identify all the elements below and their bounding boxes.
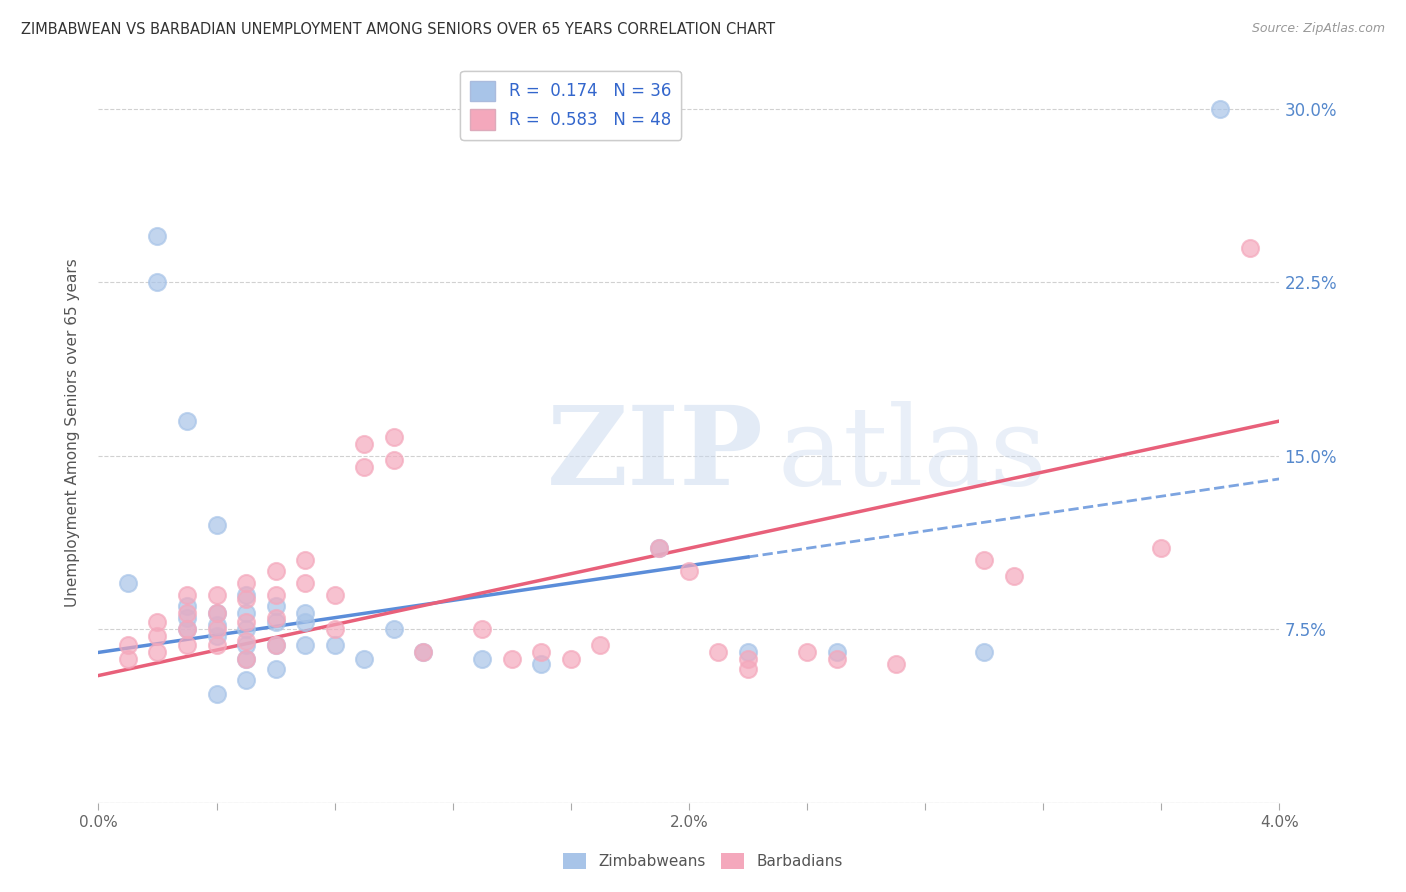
Point [707, 645, 730, 659]
Point [117, 639, 139, 653]
Point [176, 639, 198, 653]
Point [176, 606, 198, 620]
Point [117, 652, 139, 666]
Point [205, 629, 228, 643]
Point [235, 633, 257, 648]
Point [176, 414, 198, 428]
Point [176, 622, 198, 636]
Point [235, 622, 257, 636]
Point [648, 541, 671, 556]
Point [294, 606, 316, 620]
Point [235, 652, 257, 666]
Point [501, 652, 523, 666]
Point [294, 553, 316, 567]
Point [146, 229, 169, 244]
Point [146, 615, 169, 630]
Point [235, 615, 257, 630]
Point [294, 576, 316, 591]
Point [737, 662, 759, 676]
Point [235, 588, 257, 602]
Text: ZIP: ZIP [547, 401, 763, 508]
Point [235, 639, 257, 653]
Point [530, 645, 553, 659]
Point [973, 645, 995, 659]
Point [205, 588, 228, 602]
Point [176, 610, 198, 624]
Point [264, 615, 287, 630]
Point [825, 652, 848, 666]
Point [146, 645, 169, 659]
Point [205, 606, 228, 620]
Point [973, 553, 995, 567]
Point [264, 610, 287, 624]
Point [264, 565, 287, 579]
Point [323, 639, 346, 653]
Point [1150, 541, 1173, 556]
Point [176, 588, 198, 602]
Point [737, 645, 759, 659]
Point [235, 673, 257, 688]
Point [264, 639, 287, 653]
Point [1002, 569, 1025, 583]
Text: atlas: atlas [778, 401, 1047, 508]
Point [264, 662, 287, 676]
Legend: R =  0.174   N = 36, R =  0.583   N = 48: R = 0.174 N = 36, R = 0.583 N = 48 [461, 70, 681, 140]
Point [264, 599, 287, 614]
Point [560, 652, 582, 666]
Point [737, 652, 759, 666]
Point [205, 617, 228, 632]
Point [235, 592, 257, 607]
Text: ZIMBABWEAN VS BARBADIAN UNEMPLOYMENT AMONG SENIORS OVER 65 YEARS CORRELATION CHA: ZIMBABWEAN VS BARBADIAN UNEMPLOYMENT AMO… [21, 22, 775, 37]
Point [205, 622, 228, 636]
Point [176, 599, 198, 614]
Point [294, 615, 316, 630]
Point [589, 639, 612, 653]
Point [205, 518, 228, 533]
Point [117, 576, 139, 591]
Point [353, 460, 375, 475]
Point [176, 622, 198, 636]
Point [382, 622, 405, 636]
Point [1239, 240, 1261, 255]
Point [353, 652, 375, 666]
Point [382, 453, 405, 467]
Point [264, 588, 287, 602]
Point [471, 622, 494, 636]
Point [825, 645, 848, 659]
Point [235, 652, 257, 666]
Text: Source: ZipAtlas.com: Source: ZipAtlas.com [1251, 22, 1385, 36]
Point [412, 645, 434, 659]
Point [412, 645, 434, 659]
Point [205, 687, 228, 701]
Point [146, 275, 169, 289]
Point [235, 606, 257, 620]
Point [323, 588, 346, 602]
Point [323, 622, 346, 636]
Y-axis label: Unemployment Among Seniors over 65 years: Unemployment Among Seniors over 65 years [65, 259, 80, 607]
Point [648, 541, 671, 556]
Point [530, 657, 553, 671]
Point [235, 576, 257, 591]
Point [884, 657, 907, 671]
Point [205, 639, 228, 653]
Point [678, 565, 700, 579]
Point [796, 645, 818, 659]
Point [382, 430, 405, 444]
Point [294, 639, 316, 653]
Point [146, 629, 169, 643]
Point [205, 606, 228, 620]
Legend: Zimbabweans, Barbadians: Zimbabweans, Barbadians [557, 847, 849, 875]
Point [471, 652, 494, 666]
Point [1209, 102, 1232, 116]
Point [264, 639, 287, 653]
Point [353, 437, 375, 451]
